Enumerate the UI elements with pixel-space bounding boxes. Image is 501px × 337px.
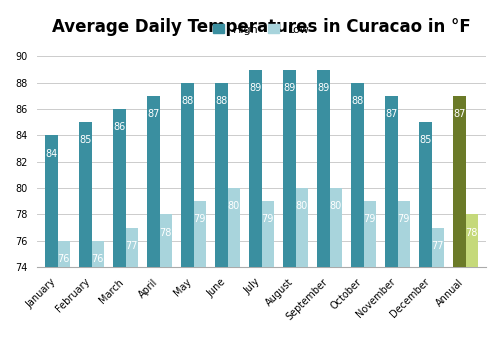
Text: 78: 78 [465, 227, 478, 238]
Bar [283, 69, 296, 267]
Text: 85: 85 [419, 135, 432, 145]
Text: 79: 79 [193, 214, 206, 224]
Text: 80: 80 [227, 201, 240, 211]
Text: 80: 80 [330, 201, 342, 211]
Text: 88: 88 [351, 96, 364, 106]
Text: 88: 88 [215, 96, 227, 106]
Bar [126, 227, 138, 267]
Bar [181, 83, 193, 267]
Text: 78: 78 [159, 227, 172, 238]
Bar [147, 96, 159, 267]
Bar [317, 69, 330, 267]
Bar [45, 135, 58, 267]
Bar [453, 96, 465, 267]
Bar [330, 188, 342, 267]
Text: 89: 89 [317, 83, 330, 93]
Text: 89: 89 [283, 83, 296, 93]
Bar [113, 109, 126, 267]
Text: 89: 89 [249, 83, 262, 93]
Text: 87: 87 [453, 109, 465, 119]
Text: 80: 80 [296, 201, 308, 211]
Bar [262, 201, 274, 267]
Text: 76: 76 [58, 254, 70, 264]
Title: Average Daily Temperatures in Curacao in °F: Average Daily Temperatures in Curacao in… [52, 18, 471, 36]
Text: 77: 77 [125, 241, 138, 251]
Bar [364, 201, 376, 267]
Text: 77: 77 [431, 241, 444, 251]
Text: 84: 84 [45, 149, 58, 158]
Bar [296, 188, 308, 267]
Legend: High, Low: High, Low [209, 20, 314, 39]
Bar [159, 214, 172, 267]
Bar [249, 69, 262, 267]
Bar [193, 201, 206, 267]
Bar [351, 83, 364, 267]
Text: 76: 76 [92, 254, 104, 264]
Text: 79: 79 [262, 214, 274, 224]
Bar [79, 122, 92, 267]
Bar [419, 122, 431, 267]
Bar [92, 241, 104, 267]
Bar [215, 83, 227, 267]
Bar [398, 201, 410, 267]
Bar [227, 188, 240, 267]
Bar [465, 214, 478, 267]
Text: 87: 87 [147, 109, 160, 119]
Bar [58, 241, 70, 267]
Bar [431, 227, 444, 267]
Text: 85: 85 [79, 135, 92, 145]
Text: 79: 79 [397, 214, 410, 224]
Text: 86: 86 [113, 122, 126, 132]
Text: 88: 88 [181, 96, 193, 106]
Text: 87: 87 [385, 109, 398, 119]
Bar [385, 96, 398, 267]
Text: 79: 79 [364, 214, 376, 224]
